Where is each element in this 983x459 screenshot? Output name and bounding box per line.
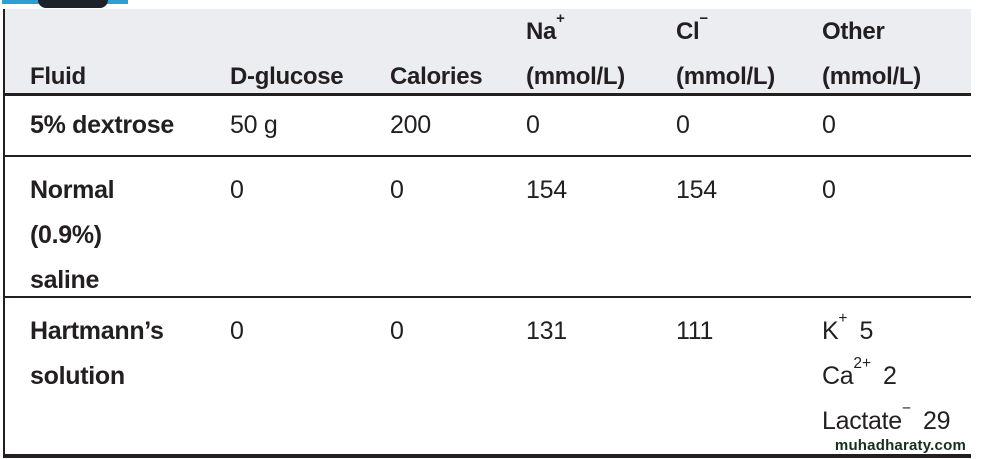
other-constituent: Lactate− 29 [822, 399, 951, 435]
header-cell-other: Other (mmol/L) [822, 9, 971, 99]
table-header-row: Fluid D-glucose Calories Na+ (mmol/L) Cl… [5, 9, 971, 96]
cell-d-glucose: 50 g [230, 111, 278, 139]
superscript: − [699, 11, 709, 28]
unit-label: (mmol/L) [676, 63, 775, 90]
superscript: 2+ [853, 354, 872, 372]
superscript: − [901, 399, 911, 417]
cell-fluid: Normal (0.9%) saline [30, 176, 115, 294]
other-constituent: Ca2+ 2 [822, 354, 897, 390]
other-constituent: K+ 5 [822, 309, 874, 345]
cell-fluid: 5% dextrose [30, 111, 174, 139]
cell-calories: 0 [390, 317, 404, 345]
iv-fluids-table: Fluid D-glucose Calories Na+ (mmol/L) Cl… [3, 9, 971, 458]
header-cell-chloride: Cl− (mmol/L) [676, 9, 822, 99]
cell-chloride: 111 [676, 317, 714, 345]
cell-d-glucose: 0 [230, 317, 244, 345]
cell-sodium: 0 [526, 111, 540, 139]
table-row: Normal (0.9%) saline 0 0 154 154 0 [5, 157, 971, 298]
cell-fluid: Hartmann’s solution [30, 317, 164, 390]
cell-sodium: 131 [526, 317, 567, 345]
header-cell-d-glucose: D-glucose [230, 63, 344, 90]
cell-chloride: 154 [676, 176, 717, 204]
header-cell-sodium: Na+ (mmol/L) [526, 9, 676, 99]
cell-other: 0 [822, 176, 836, 204]
cell-other: 0 [822, 111, 836, 139]
cell-sodium: 154 [526, 176, 567, 204]
unit-label: (mmol/L) [526, 63, 625, 90]
cell-d-glucose: 0 [230, 176, 244, 204]
cell-calories: 0 [390, 176, 404, 204]
superscript: + [556, 11, 565, 28]
watermark-muhadharaty: muhadharaty.com [834, 437, 966, 454]
header-cell-calories: Calories [390, 63, 483, 90]
browser-tab-fragment [38, 0, 108, 8]
unit-label: (mmol/L) [822, 63, 921, 90]
superscript: + [838, 309, 848, 327]
cell-calories: 200 [390, 111, 431, 139]
header-cell-fluid: Fluid [30, 63, 86, 90]
table-row: Hartmann’s solution 0 0 131 111 K+ 5 Ca2+… [5, 298, 971, 454]
cell-chloride: 0 [676, 111, 690, 139]
cell-other: K+ 5 Ca2+ 2 Lactate− 29 [822, 309, 971, 444]
table-row: 5% dextrose 50 g 200 0 0 0 [5, 96, 971, 157]
